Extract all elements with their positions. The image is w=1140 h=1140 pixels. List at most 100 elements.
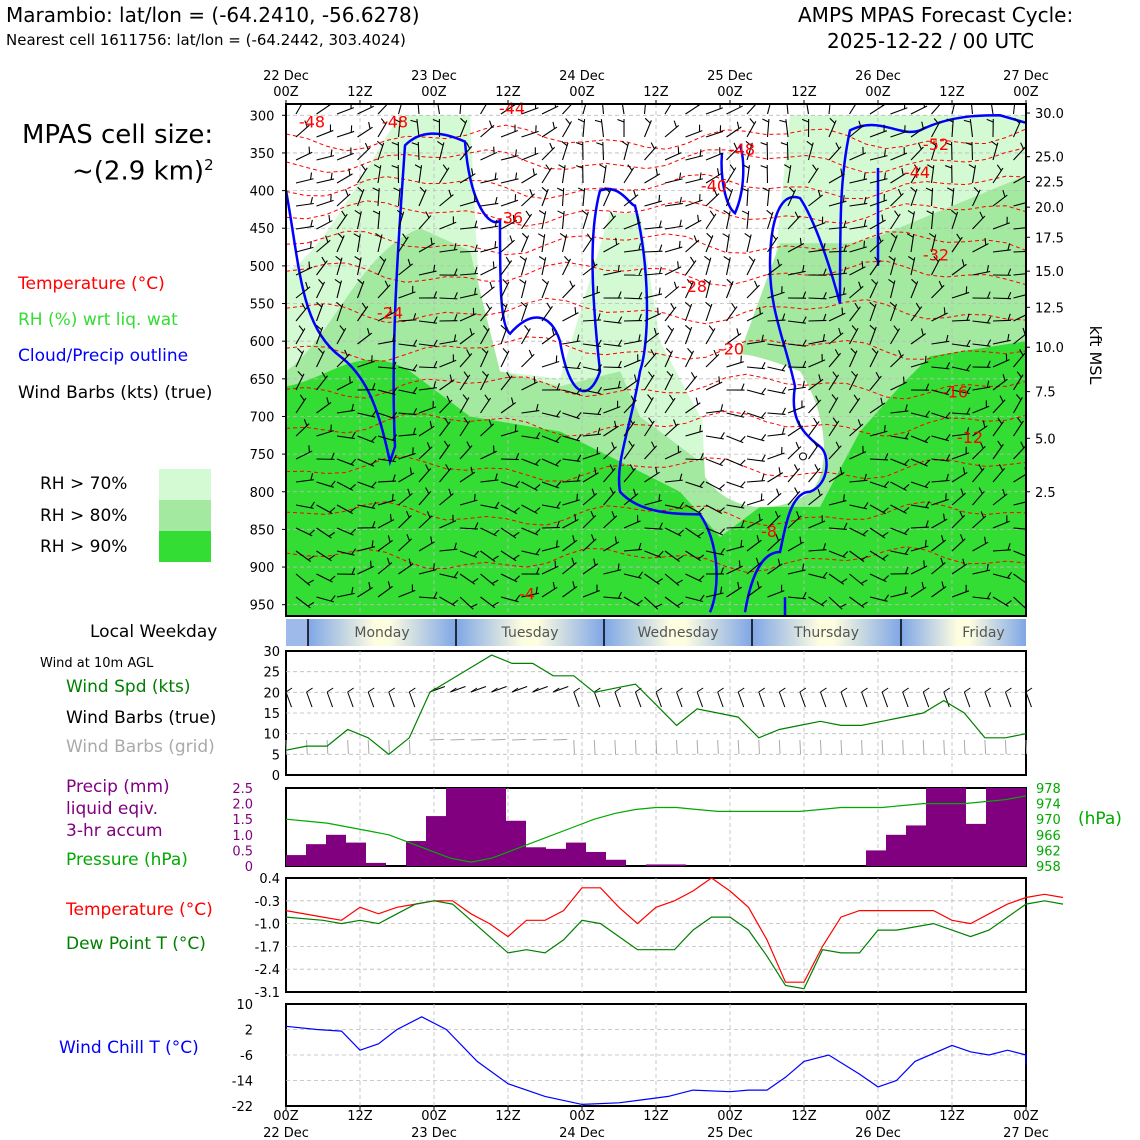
wind-barb-feather	[448, 488, 452, 496]
wind-barb-feather	[551, 328, 555, 336]
wind-barb-feather	[650, 142, 655, 149]
true-wind-barb-feather	[450, 687, 457, 693]
true-wind-barb	[532, 686, 548, 693]
temp-contour-label: -44	[499, 99, 525, 118]
wind-barb-feather	[586, 233, 592, 240]
wind-barb	[869, 259, 881, 276]
wind-barb-feather	[433, 381, 437, 389]
wind-barb-feather	[894, 210, 900, 217]
wind-barb	[459, 397, 470, 414]
wind-barb-feather	[617, 591, 623, 599]
wind-barb	[582, 104, 587, 115]
wind-barb-feather	[519, 255, 526, 262]
wind-barb-feather	[739, 104, 741, 108]
wind-barb-feather	[940, 535, 944, 543]
wind-barb-feather	[1007, 333, 1010, 342]
hpa-unit-label: (hPa)	[1078, 809, 1122, 829]
wind-barb-feather	[513, 531, 520, 537]
wind-barb-feather	[1007, 313, 1011, 321]
wind-barb-feather	[308, 261, 311, 269]
wind-barb	[459, 471, 476, 483]
wind-barb	[418, 242, 435, 253]
legend-rh: RH (%) wrt liq. wat	[18, 310, 178, 330]
wind-barb-feather	[740, 436, 746, 442]
bottom-date-label: 27 Dec	[1003, 1126, 1049, 1140]
wind-barb-feather	[956, 233, 962, 241]
wind-barb-feather	[984, 536, 987, 544]
wind-barb-feather	[309, 241, 312, 249]
wind-barb	[746, 539, 762, 552]
wind-barb	[890, 527, 908, 536]
wind-barb-feather	[597, 313, 601, 321]
top-date-label: 26 Dec	[855, 69, 901, 84]
temp-contour-0	[286, 124, 1026, 152]
wind-barb-feather	[481, 371, 488, 377]
wind-barb	[664, 450, 682, 460]
true-wind-barb	[470, 686, 487, 693]
windchill-line	[285, 1016, 1027, 1106]
true-wind-barb-feather	[984, 687, 992, 693]
wind-barb-feather	[519, 278, 526, 284]
wind-barb-feather	[491, 579, 499, 585]
wind-barb-feather	[317, 348, 324, 354]
wind-barb	[930, 165, 935, 184]
wind-barb-feather	[449, 374, 453, 382]
true-wind-barb-feather	[717, 687, 724, 693]
wind-barb-feather	[945, 411, 951, 419]
wind-barb	[295, 202, 314, 207]
bottom-hour-label: 00Z	[865, 1109, 891, 1124]
wind-barb-feather	[718, 507, 725, 513]
wind-barb	[398, 389, 417, 395]
wind-barb-feather	[966, 339, 971, 347]
grid-wind-barb	[861, 739, 863, 755]
wind-barb	[644, 272, 663, 276]
wind-barb-feather	[869, 301, 876, 308]
grid-wind-barb	[347, 739, 349, 755]
wind-barb-feather	[590, 510, 595, 518]
wind-barb-feather	[704, 255, 711, 261]
wind-barb-feather	[945, 454, 951, 462]
wind-barb	[1013, 273, 1026, 276]
wind-barb-feather	[1028, 267, 1030, 274]
temp-panel-tick-label: -0.3	[255, 895, 280, 910]
wind-barb	[1013, 146, 1026, 161]
wind-barb-feather	[629, 464, 635, 471]
wind-barb	[664, 152, 682, 161]
true-wind-barb-feather	[820, 687, 827, 693]
wind-barb	[357, 586, 374, 598]
true-wind-barb	[285, 691, 292, 708]
true-wind-barb-feather	[779, 687, 786, 693]
wind-barb-feather	[521, 232, 528, 239]
wind-barb-feather	[961, 259, 965, 267]
windchill-panel-tick-label: 10	[236, 998, 253, 1013]
wind-barb-feather	[632, 488, 637, 496]
wind-barb-feather	[535, 458, 541, 465]
wind-barb-feather	[638, 313, 642, 321]
wind-barb-feather	[481, 347, 488, 354]
wind-barb-feather	[761, 334, 764, 342]
wind-barb-feather	[697, 531, 705, 537]
true-wind-barb-feather	[614, 687, 622, 693]
windchill-panel-tick-label: -22	[232, 1100, 253, 1115]
wind-barb-feather	[904, 566, 909, 574]
top-hour-label: 00Z	[1013, 85, 1039, 100]
wind-barb-feather	[874, 256, 880, 264]
grid-wind-barb	[655, 739, 658, 755]
wind-barb-feather	[703, 278, 710, 284]
temp-contour-label: -48	[382, 112, 408, 131]
wind-barb-feather	[794, 211, 799, 219]
wind-barb-feather	[455, 96, 461, 99]
wind-speed-line	[285, 654, 1027, 756]
true-wind-barb	[553, 686, 569, 693]
wind-barb-feather	[574, 513, 577, 521]
wind-barb	[1013, 397, 1023, 414]
true-wind-barb	[634, 691, 642, 708]
wind-barb-feather	[817, 189, 821, 197]
true-wind-barb	[347, 691, 354, 708]
wind-barb-feather	[998, 464, 1004, 471]
wind-barb-feather	[335, 255, 342, 262]
wind-barb-feather	[397, 95, 403, 99]
true-wind-barb-feather	[737, 687, 745, 693]
wind-barb-feather	[713, 188, 718, 196]
wind-barb-feather	[904, 432, 910, 439]
